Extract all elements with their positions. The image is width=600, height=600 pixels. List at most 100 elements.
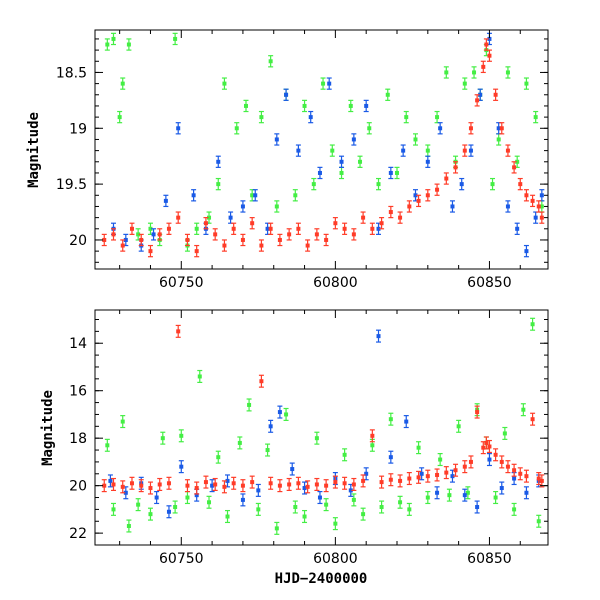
- top-data-point: [505, 200, 511, 213]
- bottom-data-point: [376, 329, 382, 343]
- top-data-point: [385, 88, 391, 101]
- bottom-marker: [404, 419, 409, 424]
- bottom-marker: [314, 482, 319, 487]
- top-marker: [536, 204, 541, 209]
- top-panel: 60750 60800 60850 18.5 19 19.5 20 Magnitude: [26, 29, 549, 291]
- top-marker: [505, 148, 510, 153]
- top-marker: [539, 204, 544, 209]
- bottom-data-point: [197, 369, 203, 383]
- bottom-data-point: [240, 493, 246, 507]
- top-data-point: [215, 177, 221, 191]
- bottom-data-point: [416, 470, 422, 484]
- bottom-marker: [102, 483, 107, 488]
- top-marker: [120, 243, 125, 248]
- top-data-point: [480, 60, 486, 74]
- top-data-point: [110, 32, 116, 46]
- top-data-point: [468, 144, 474, 157]
- top-marker: [413, 137, 418, 142]
- bottom-marker: [512, 507, 517, 512]
- top-data-point: [443, 66, 449, 79]
- bottom-data-point: [523, 469, 529, 483]
- top-data-point: [425, 155, 431, 168]
- bottom-data-point: [520, 403, 526, 417]
- bottom-marker: [398, 500, 403, 505]
- top-marker: [351, 232, 356, 237]
- bottom-data-point: [258, 374, 264, 388]
- top-marker: [376, 182, 381, 187]
- bottom-marker: [240, 497, 245, 502]
- bottom-marker: [197, 374, 202, 379]
- top-data-point: [351, 228, 357, 241]
- bottom-marker: [493, 452, 498, 457]
- bottom-data-point: [323, 498, 329, 512]
- bottom-marker: [277, 483, 282, 488]
- bottom-marker: [268, 424, 273, 429]
- bottom-data-point: [221, 480, 227, 494]
- bottom-marker: [185, 483, 190, 488]
- bottom-marker: [126, 524, 131, 529]
- bottom-data-point: [129, 476, 135, 490]
- top-data-point: [292, 189, 298, 202]
- bottom-data-point: [292, 500, 298, 514]
- top-marker: [185, 237, 190, 242]
- top-data-point: [203, 217, 209, 230]
- bottom-marker: [361, 512, 366, 517]
- top-marker: [450, 204, 455, 209]
- bottom-marker: [512, 468, 517, 473]
- top-marker: [253, 193, 258, 198]
- bottom-data-point: [511, 463, 517, 477]
- bottom-marker: [166, 481, 171, 486]
- bottom-data-point: [295, 476, 301, 490]
- bottom-marker: [499, 459, 504, 464]
- top-marker: [339, 159, 344, 164]
- top-data-point: [231, 222, 237, 235]
- top-data-point: [434, 183, 440, 196]
- top-data-point: [302, 99, 308, 113]
- top-marker: [468, 126, 473, 131]
- top-marker: [250, 193, 255, 198]
- bottom-data-point: [539, 474, 545, 488]
- bottom-marker: [225, 478, 230, 483]
- bottom-marker: [438, 457, 443, 462]
- bottom-data-marks: [101, 317, 545, 535]
- top-marker: [123, 237, 128, 242]
- top-marker: [231, 226, 236, 231]
- top-data-point: [514, 222, 520, 235]
- bottom-data-point: [160, 431, 166, 445]
- top-marker: [324, 237, 329, 242]
- bottom-marker: [111, 507, 116, 512]
- bottom-data-point: [523, 486, 529, 500]
- top-marker: [539, 215, 544, 220]
- top-data-point: [425, 189, 431, 202]
- bottom-data-point: [511, 502, 517, 516]
- bottom-data-point: [212, 477, 218, 492]
- top-data-point: [212, 228, 218, 241]
- bottom-data-point: [110, 502, 116, 516]
- bottom-marker: [105, 443, 110, 448]
- bottom-data-point: [456, 419, 462, 433]
- top-data-point: [533, 110, 539, 124]
- bottom-data-point: [332, 475, 338, 489]
- top-marker: [518, 182, 523, 187]
- top-marker: [358, 159, 363, 164]
- bottom-marker: [324, 483, 329, 488]
- top-data-point: [449, 200, 455, 213]
- top-marker: [120, 81, 125, 86]
- top-data-point: [120, 77, 126, 90]
- top-data-point: [166, 222, 172, 235]
- top-marker: [462, 148, 467, 153]
- top-data-point: [394, 166, 400, 180]
- bottom-marker: [179, 433, 184, 438]
- top-marker: [314, 232, 319, 237]
- top-marker: [163, 198, 168, 203]
- bottom-data-point: [255, 502, 261, 516]
- top-y-tick-label: 19.5: [56, 177, 87, 193]
- top-data-point: [120, 239, 126, 252]
- bottom-data-point: [536, 514, 542, 528]
- top-marker: [293, 193, 298, 198]
- bottom-marker: [435, 472, 440, 477]
- bottom-data-point: [104, 438, 110, 452]
- top-marker: [173, 36, 178, 41]
- top-data-point: [305, 239, 311, 252]
- top-marker: [539, 193, 544, 198]
